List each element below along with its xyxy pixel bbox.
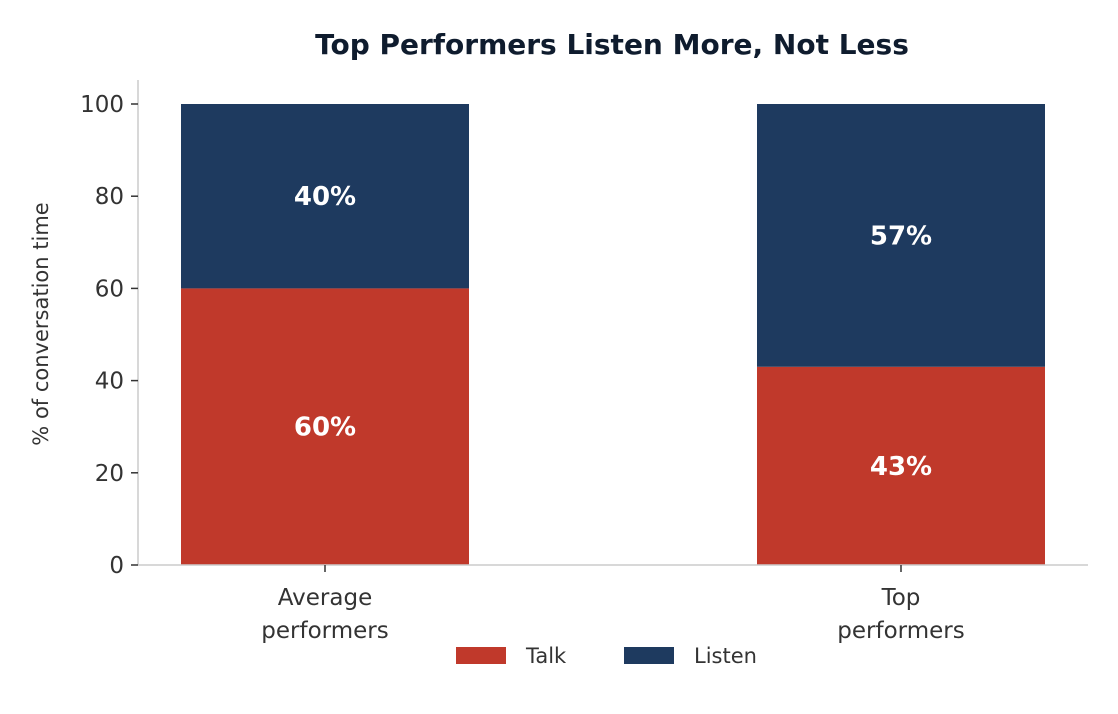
y-tick-label-0: 0 [109, 553, 124, 579]
category-label-1-line-2: performers [261, 618, 388, 644]
legend-label-talk: Talk [525, 644, 567, 668]
y-tick-label-60: 60 [95, 276, 124, 302]
data-label-listen-1: 40% [294, 182, 356, 212]
y-tick-label-80: 80 [95, 184, 124, 210]
chart-title: Top Performers Listen More, Not Less [315, 28, 909, 61]
data-label-listen-2: 57% [870, 221, 932, 251]
data-label-talk-2: 43% [870, 452, 932, 482]
y-axis-label: % of conversation time [29, 202, 53, 445]
legend-swatch-listen [624, 647, 674, 664]
category-label-1-line-1: Average [278, 585, 372, 611]
bar-talk-1 [181, 288, 469, 565]
bars-layer: 60% 40% 43% 57% [181, 104, 1045, 565]
legend-label-listen: Listen [694, 644, 757, 668]
y-tick-label-40: 40 [95, 369, 124, 395]
data-label-talk-1: 60% [294, 413, 356, 443]
bar-listen-2 [757, 104, 1045, 367]
category-label-2-line-1: Top [881, 585, 921, 611]
bar-listen-1 [181, 104, 469, 289]
y-tick-label-100: 100 [80, 92, 124, 118]
axes-layer: 0 20 40 60 80 100 Average performers Top performe… [80, 80, 1088, 644]
legend-swatch-talk [456, 647, 506, 664]
category-label-2-line-2: performers [837, 618, 964, 644]
bar-talk-2 [757, 366, 1045, 565]
y-tick-label-20: 20 [95, 461, 124, 487]
legend: Talk Listen [456, 644, 757, 668]
